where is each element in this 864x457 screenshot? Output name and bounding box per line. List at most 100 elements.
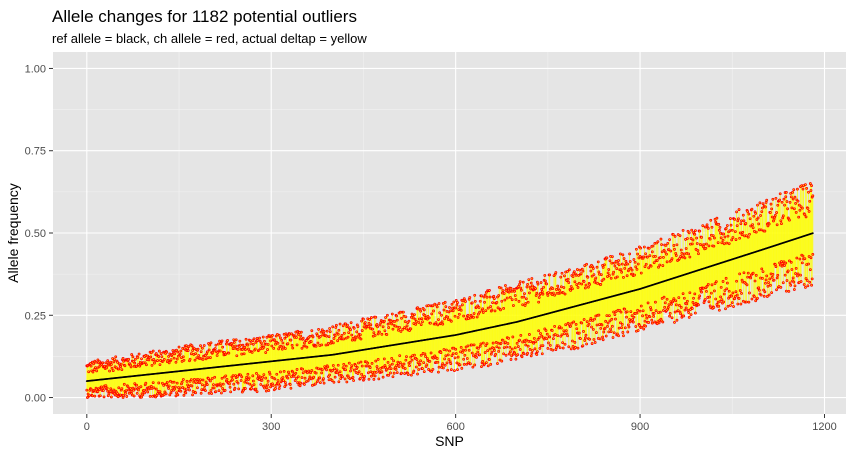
deltap-point <box>378 378 380 380</box>
deltap-point <box>585 334 587 336</box>
deltap-point <box>217 351 219 354</box>
deltap-point <box>552 338 554 340</box>
deltap-point <box>353 369 355 371</box>
deltap-point <box>278 348 280 350</box>
deltap-point <box>561 272 563 274</box>
deltap-point <box>437 319 439 321</box>
deltap-point <box>156 394 158 397</box>
deltap-point <box>467 314 469 316</box>
deltap-point <box>507 337 510 339</box>
deltap-point <box>412 355 414 357</box>
deltap-point <box>571 288 573 290</box>
deltap-point <box>501 292 503 294</box>
deltap-point <box>492 342 494 344</box>
deltap-point <box>333 368 336 370</box>
deltap-point <box>595 277 597 279</box>
deltap-point <box>600 274 602 276</box>
deltap-point <box>133 395 135 397</box>
deltap-point <box>244 349 246 351</box>
deltap-point <box>191 394 194 396</box>
deltap-point <box>212 384 214 386</box>
deltap-point <box>630 311 632 313</box>
deltap-point <box>612 273 614 275</box>
deltap-point <box>343 332 345 334</box>
deltap-point <box>426 357 428 360</box>
deltap-point <box>173 357 175 359</box>
deltap-point <box>265 352 267 354</box>
deltap-point <box>115 391 117 393</box>
deltap-point <box>568 346 570 348</box>
deltap-point <box>269 373 271 375</box>
deltap-point <box>134 383 136 385</box>
deltap-point <box>88 371 90 373</box>
deltap-point <box>354 339 356 341</box>
deltap-point <box>274 340 276 342</box>
deltap-point <box>145 382 147 384</box>
deltap-point <box>175 395 177 397</box>
deltap-point <box>351 365 353 367</box>
deltap-point <box>311 384 313 386</box>
deltap-point <box>638 324 641 326</box>
deltap-point <box>399 355 401 357</box>
deltap-point <box>619 309 621 312</box>
deltap-point <box>144 392 146 394</box>
deltap-point <box>615 310 617 313</box>
deltap-point <box>654 301 656 303</box>
deltap-point <box>295 336 297 339</box>
deltap-point <box>244 381 246 383</box>
deltap-point <box>150 385 152 387</box>
deltap-point <box>372 374 374 376</box>
deltap-point <box>346 381 348 383</box>
deltap-point <box>388 367 390 369</box>
deltap-point <box>342 367 344 369</box>
deltap-point <box>197 378 199 381</box>
deltap-point <box>549 344 551 346</box>
deltap-point <box>229 386 231 388</box>
deltap-point <box>295 377 297 379</box>
deltap-point <box>357 326 359 328</box>
deltap-point <box>131 392 133 394</box>
deltap-point <box>463 358 465 360</box>
deltap-point <box>488 358 491 361</box>
deltap-point <box>176 358 178 360</box>
deltap-point <box>466 357 468 360</box>
deltap-point <box>234 347 236 349</box>
deltap-point <box>480 366 483 368</box>
deltap-point <box>405 359 407 361</box>
deltap-point <box>99 395 101 397</box>
deltap-point <box>442 363 444 365</box>
deltap-point <box>639 310 641 312</box>
deltap-point <box>455 307 457 309</box>
deltap-point <box>97 359 99 361</box>
deltap-point <box>181 360 183 362</box>
deltap-point <box>319 335 321 337</box>
deltap-point <box>190 379 192 381</box>
deltap-point <box>522 304 524 306</box>
deltap-point <box>125 390 127 392</box>
deltap-point <box>210 342 212 344</box>
deltap-point <box>518 300 520 302</box>
deltap-point <box>92 371 94 373</box>
deltap-point <box>297 376 299 378</box>
deltap-point <box>131 394 133 396</box>
deltap-point <box>586 321 588 323</box>
deltap-point <box>180 390 182 392</box>
deltap-point <box>498 294 500 297</box>
deltap-point <box>274 343 277 345</box>
deltap-point <box>295 372 297 374</box>
deltap-point <box>644 266 646 268</box>
deltap-point <box>428 317 430 319</box>
deltap-point <box>258 378 261 380</box>
deltap-point <box>343 338 345 340</box>
deltap-point <box>530 288 532 290</box>
deltap-point <box>213 387 215 389</box>
deltap-point <box>236 376 238 378</box>
deltap-point <box>386 368 388 370</box>
deltap-point <box>429 360 431 362</box>
deltap-point <box>505 289 507 291</box>
deltap-point <box>592 328 594 330</box>
deltap-point <box>555 349 557 351</box>
deltap-point <box>495 353 497 355</box>
deltap-point <box>108 393 110 395</box>
deltap-point <box>155 352 157 355</box>
